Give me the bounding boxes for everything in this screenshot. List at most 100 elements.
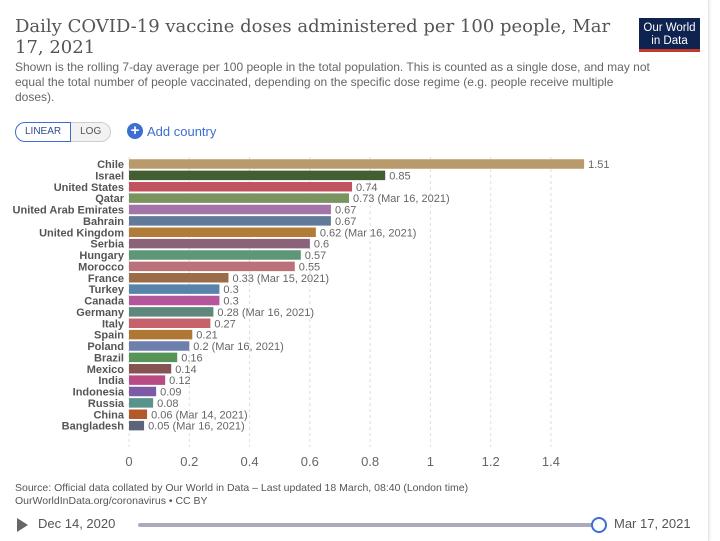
- x-tick-label: 0: [125, 454, 132, 469]
- country-label: Hungary: [79, 250, 125, 262]
- country-label: Poland: [87, 341, 124, 353]
- country-label: Italy: [102, 318, 125, 330]
- x-tick-label: 1: [427, 454, 434, 469]
- x-tick-label: 0.4: [241, 454, 259, 469]
- value-label: 0.2 (Mar 16, 2021): [193, 341, 284, 353]
- play-icon[interactable]: [17, 518, 28, 532]
- bar-poland: [129, 341, 190, 351]
- value-label: 0.28 (Mar 16, 2021): [217, 307, 314, 319]
- bar-chile: [129, 159, 585, 169]
- value-label: 0.3: [223, 296, 238, 308]
- bar-brazil: [129, 352, 178, 363]
- value-label: 0.73 (Mar 16, 2021): [353, 193, 450, 205]
- chart-subtitle: Shown is the rolling 7-day average per 1…: [15, 60, 650, 104]
- bar-france: [129, 273, 229, 283]
- value-label: 0.12: [169, 375, 190, 387]
- value-label: 0.27: [214, 318, 235, 330]
- x-tick-label: 1.2: [482, 454, 500, 469]
- value-label: 0.08: [157, 398, 178, 410]
- bar-spain: [129, 329, 193, 340]
- x-tick-label: 1.4: [542, 454, 560, 469]
- country-label: Turkey: [89, 284, 125, 296]
- country-label: United Arab Emirates: [13, 205, 124, 217]
- country-label: Morocco: [78, 261, 124, 273]
- timeline-end[interactable]: Mar 17, 2021: [614, 516, 691, 531]
- source-text: Source: Official data collated by Our Wo…: [15, 482, 469, 494]
- country-label: United States: [54, 182, 124, 194]
- country-label: Qatar: [95, 193, 124, 205]
- country-label: Bangladesh: [62, 421, 125, 433]
- value-label: 0.67: [335, 205, 356, 217]
- value-label: 0.05 (Mar 16, 2021): [148, 421, 245, 433]
- add-country-button[interactable]: + Add country: [127, 123, 216, 139]
- value-label: 0.14: [175, 364, 196, 376]
- value-label: 0.67: [335, 216, 356, 228]
- bar-united-kingdom: [129, 227, 316, 237]
- bar-morocco: [129, 261, 295, 272]
- country-label: India: [98, 375, 125, 387]
- country-label: Chile: [97, 159, 124, 171]
- bar-united-arab-emirates: [129, 204, 331, 215]
- country-label: Spain: [94, 330, 124, 342]
- bar-china: [129, 409, 148, 419]
- bar-israel: [129, 170, 386, 181]
- source-link[interactable]: OurWorldInData.org/coronavirus • CC BY: [15, 495, 208, 507]
- bar-mexico: [129, 364, 172, 374]
- timeline-handle[interactable]: [591, 517, 607, 533]
- value-label: 0.57: [305, 250, 326, 262]
- bar-canada: [129, 295, 220, 306]
- bar-germany: [129, 307, 214, 317]
- value-label: 0.09: [160, 387, 181, 399]
- value-label: 0.85: [389, 170, 410, 182]
- value-label: 1.51: [588, 159, 609, 171]
- plus-icon: +: [127, 123, 143, 139]
- bar-turkey: [129, 284, 220, 294]
- timeline: Dec 14, 2020 Mar 17, 2021: [15, 515, 705, 535]
- add-country-label: Add country: [147, 123, 217, 139]
- value-label: 0.62 (Mar 16, 2021): [320, 227, 417, 239]
- linear-button[interactable]: LINEAR: [15, 122, 72, 142]
- bar-indonesia: [129, 386, 157, 397]
- bar-russia: [129, 398, 154, 408]
- bar-italy: [129, 318, 211, 328]
- chart-title: Daily COVID-19 vaccine doses administere…: [15, 16, 611, 58]
- country-label: Canada: [84, 296, 125, 308]
- bar-bangladesh: [129, 420, 145, 431]
- value-label: 0.06 (Mar 14, 2021): [151, 409, 248, 421]
- country-label: Germany: [76, 307, 125, 319]
- log-button[interactable]: LOG: [71, 122, 112, 142]
- country-label: Bahrain: [83, 216, 124, 228]
- bar-united-states: [129, 182, 353, 192]
- scale-toggle: LINEAR LOG: [15, 122, 112, 142]
- value-label: 0.33 (Mar 15, 2021): [232, 273, 329, 285]
- country-label: China: [93, 409, 124, 421]
- timeline-track[interactable]: [138, 523, 598, 527]
- value-label: 0.6: [314, 239, 329, 251]
- country-label: France: [88, 273, 124, 285]
- country-label: Mexico: [87, 364, 125, 376]
- bar-hungary: [129, 250, 301, 260]
- country-label: Israel: [95, 170, 124, 182]
- country-label: Russia: [88, 398, 125, 410]
- bar-bahrain: [129, 216, 331, 226]
- bar-serbia: [129, 238, 310, 249]
- bar-india: [129, 375, 166, 385]
- x-tick-label: 0.8: [361, 454, 379, 469]
- value-label: 0.74: [356, 182, 377, 194]
- timeline-start[interactable]: Dec 14, 2020: [38, 516, 116, 531]
- bar-qatar: [129, 193, 350, 203]
- x-tick-label: 0.6: [301, 454, 319, 469]
- value-label: 0.3: [223, 284, 238, 296]
- country-label: Serbia: [90, 239, 125, 251]
- owid-logo[interactable]: Our World in Data: [639, 18, 700, 52]
- source-note: Source: Official data collated by Our Wo…: [15, 482, 468, 508]
- value-label: 0.16: [181, 352, 202, 364]
- country-label: United Kingdom: [39, 227, 124, 239]
- country-label: Brazil: [94, 352, 124, 364]
- x-tick-label: 0.2: [180, 454, 198, 469]
- value-label: 0.21: [196, 330, 217, 342]
- value-label: 0.55: [299, 261, 320, 273]
- bar-chart: 0 0.2 0.4 0.6 0.8 1 1.2 1.4 Chile 1.51 Israel 0.85 U…: [13, 157, 610, 469]
- country-label: Indonesia: [73, 387, 125, 399]
